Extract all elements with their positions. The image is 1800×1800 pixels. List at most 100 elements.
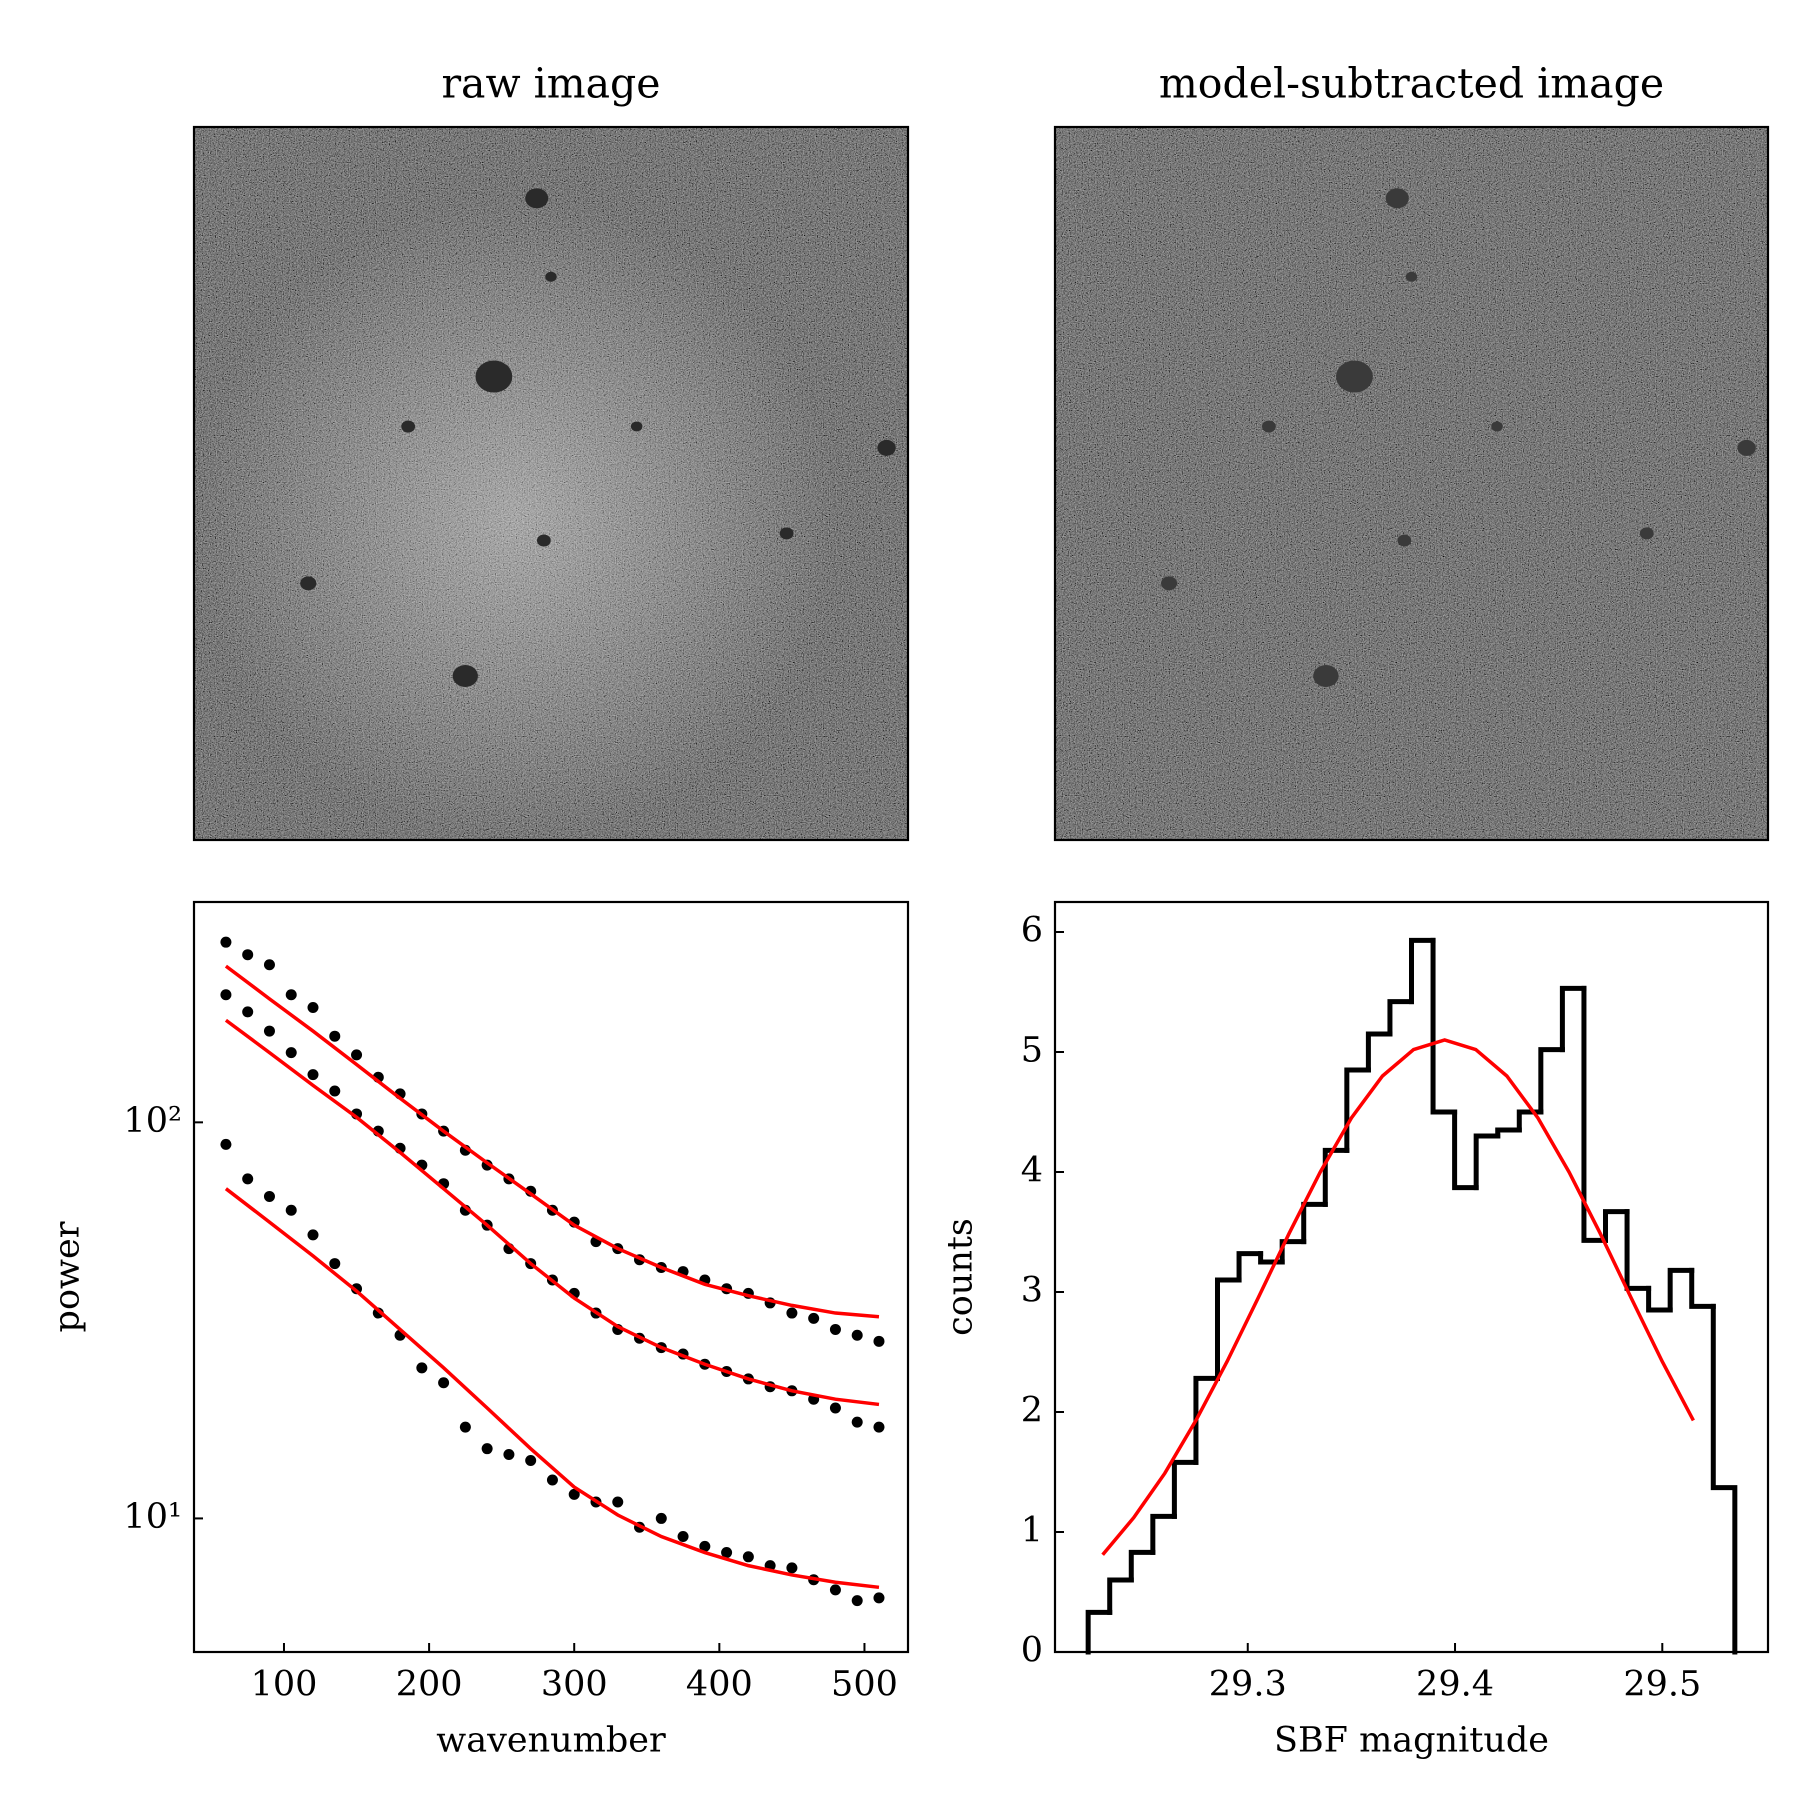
y-tick-label: 10²: [123, 1101, 182, 1141]
x-tick-label: 29.4: [1416, 1665, 1494, 1705]
histogram-bin: [1624, 1209, 1652, 1291]
data-point: [242, 1006, 254, 1018]
data-point: [307, 1001, 319, 1013]
masked-source: [1385, 188, 1409, 209]
histogram-bin: [1171, 1459, 1199, 1519]
y-tick-label: 3: [1021, 1271, 1043, 1311]
data-point: [786, 1562, 798, 1574]
axes-frame: [1053, 900, 1770, 1654]
data-point: [242, 1173, 254, 1185]
panel-title: raw image: [441, 60, 660, 108]
data-point: [416, 1362, 428, 1374]
masked-source: [1397, 534, 1412, 547]
histogram-bin: [1667, 1267, 1695, 1313]
fit-curve: [1101, 1038, 1695, 1556]
histogram-bin: [1603, 1209, 1630, 1243]
masked-source: [1262, 420, 1276, 433]
y-tick-label: 6: [1021, 911, 1043, 951]
x-tick-label: 29.3: [1209, 1665, 1287, 1705]
x-tick-label: 200: [396, 1665, 463, 1705]
y-tick-label: 2: [1021, 1391, 1043, 1431]
x-axis-label: wavenumber: [436, 1721, 666, 1761]
data-point: [546, 1474, 558, 1486]
histogram-bin: [1689, 1267, 1716, 1309]
histogram-bin: [1559, 985, 1587, 1053]
data-point: [220, 936, 232, 948]
histogram-bin: [1430, 937, 1458, 1115]
data-point: [786, 1307, 798, 1319]
data-point: [329, 1258, 341, 1270]
axes-frame: [192, 125, 910, 842]
data-point: [851, 1329, 863, 1341]
x-tick-label: 500: [831, 1665, 898, 1705]
y-tick-label: 0: [1021, 1631, 1043, 1671]
histogram-bin: [1710, 1303, 1738, 1655]
data-point: [829, 1584, 841, 1596]
axes-frame: [1053, 125, 1770, 842]
y-tick-label: 5: [1021, 1031, 1043, 1071]
histogram-bin: [1215, 1277, 1242, 1381]
y-tick-label: 10¹: [123, 1497, 182, 1537]
x-tick-label: 29.5: [1623, 1665, 1701, 1705]
data-point: [829, 1323, 841, 1335]
masked-source: [1161, 576, 1178, 591]
data-point: [220, 989, 232, 1001]
data-point: [242, 949, 254, 961]
histogram-bin: [1365, 1031, 1393, 1073]
fit-line: [224, 1018, 880, 1407]
data-point: [503, 1449, 515, 1461]
image-noise: [1055, 127, 1768, 840]
data-point: [721, 1547, 733, 1559]
data-point: [263, 1025, 275, 1037]
histogram-bin: [1322, 1147, 1350, 1207]
data-point: [873, 1592, 885, 1604]
data-point: [873, 1421, 885, 1433]
masked-source: [877, 439, 896, 456]
masked-source: [1491, 421, 1503, 432]
data-point: [851, 1595, 863, 1607]
histogram-bin: [1473, 1133, 1501, 1191]
data-point: [263, 1190, 275, 1202]
data-point: [699, 1540, 711, 1552]
histogram-bin: [1279, 1239, 1307, 1265]
data-point: [263, 959, 275, 971]
histogram-bin: [1301, 1201, 1328, 1245]
y-tick-label: 1: [1021, 1511, 1043, 1551]
data-point: [568, 1488, 580, 1500]
data-point: [742, 1551, 754, 1563]
data-point: [459, 1421, 471, 1433]
masked-source: [300, 576, 317, 591]
data-point: [285, 1204, 297, 1216]
masked-source: [1405, 271, 1418, 282]
data-point: [438, 1377, 450, 1389]
x-axis-label: SBF magnitude: [1274, 1721, 1549, 1761]
data-point: [220, 1138, 232, 1150]
data-point: [829, 1402, 841, 1414]
masked-source: [536, 534, 551, 547]
data-point: [372, 1307, 384, 1319]
data-point: [351, 1049, 363, 1061]
data-point: [525, 1455, 537, 1467]
data-point: [307, 1069, 319, 1081]
x-tick-label: 300: [541, 1665, 608, 1705]
y-axis-label: counts: [941, 1218, 981, 1336]
data-point: [285, 989, 297, 1001]
image-glow: [194, 127, 908, 840]
data-point: [808, 1312, 820, 1324]
masked-source: [1639, 527, 1654, 540]
x-tick-label: 100: [251, 1665, 318, 1705]
data-point: [481, 1443, 493, 1455]
axes-frame: [192, 900, 910, 1654]
histogram-bin: [1495, 1127, 1522, 1139]
fit-line: [224, 964, 880, 1319]
data-point: [677, 1531, 689, 1543]
histogram-bin: [1193, 1375, 1220, 1465]
data-point: [329, 1030, 341, 1042]
masked-source: [1336, 360, 1373, 393]
histogram-bin: [1236, 1251, 1264, 1283]
data-point: [851, 1416, 863, 1428]
histogram-bin: [1581, 985, 1608, 1243]
x-tick-label: 400: [686, 1665, 753, 1705]
masked-source: [475, 360, 513, 393]
